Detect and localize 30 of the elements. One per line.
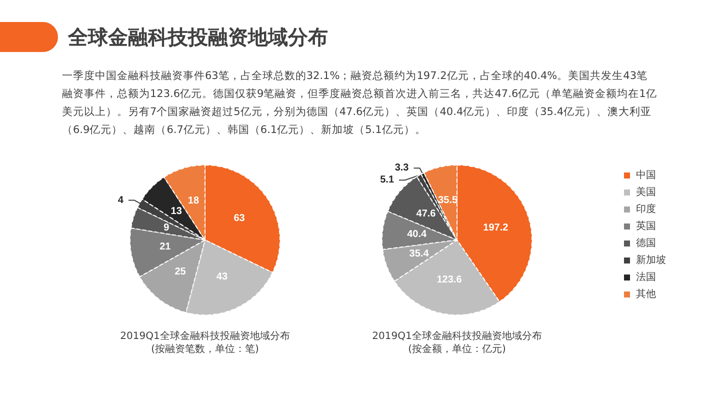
data-label: 43 [216,271,228,282]
data-label: 40.4 [407,229,428,240]
data-label: 13 [170,206,182,217]
data-label: 3.3 [394,162,410,174]
legend-label: 新加坡 [636,254,666,266]
data-label: 123.6 [436,274,462,286]
data-label: 63 [234,212,246,224]
data-label: 25 [174,266,186,278]
data-label: 18 [188,196,200,207]
text: (按融资笔数，单位：笔) [150,343,260,356]
chart-title: 全球金融科技投融资地域分布 [68,24,328,51]
legend-label: 法国 [636,271,656,283]
legend-label: 其他 [636,288,656,300]
data-label: 21 [160,242,172,253]
chart-subtitle: 一季度中国金融科技融资事件63笔，占全球总数的32.1%；融资总额约为197.2亿元，占全球的40.4%。美国共发生43笔融资事件，总额为123.6亿元。德国仅获9笔融资，但季度融资总额首次进入前三名，共达47.6亿元（单笔融资金额均在1亿美元以上）。另有7个国家融资超过5亿元，分别为德国（47.6亿元）、英国（40.4亿元）、印度（35.4亿元）、澳大利亚（6.9亿元）、越南（6.7亿元）、韩国（6.1亿元）、新加坡（5.1亿元）。 [62,69,657,138]
legend-label: 德国 [636,238,656,249]
data-label: 47.6 [416,208,436,220]
legend-label: 美国 [636,186,656,198]
text: 2019Q1全球金融科技投融资地域分布 [371,330,543,343]
data-label: 5.1 [380,174,394,186]
legend-label: 中国 [636,169,656,181]
text: (按金额，单位：亿元) [407,343,507,356]
data-label: 4 [118,194,124,206]
legend-label: 印度 [636,203,656,215]
legend-label: 英国 [636,220,656,232]
data-label: 197.2 [483,222,509,234]
text: 2019Q1全球金融科技投融资地域分布 [119,330,291,343]
data-label: 35.4 [409,248,430,260]
data-label: 35.5 [438,195,458,206]
data-label: 9 [164,222,170,234]
